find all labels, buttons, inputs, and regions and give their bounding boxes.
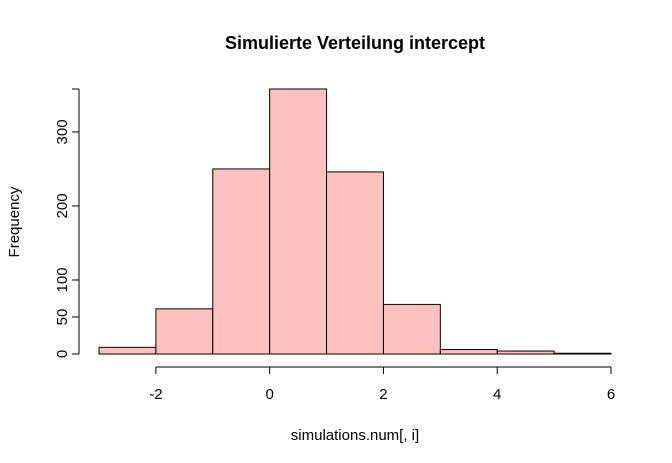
y-tick-label: 100 [54,267,71,292]
histogram-bar [326,171,384,355]
x-axis: -2 0 2 4 6 [149,366,615,403]
histogram-bar [269,88,328,355]
x-tick-label: 6 [607,386,615,403]
histogram-bar [382,303,441,355]
histogram-bar [496,350,555,355]
y-axis: 0 50 100 200 300 [54,88,80,358]
x-tick-label: -2 [149,386,162,403]
x-tick-label: 2 [379,386,387,403]
histogram-bar [553,352,612,355]
x-tick-label: 0 [265,386,273,403]
y-tick-label: 300 [54,119,71,144]
histogram-bar [212,168,271,355]
y-tick-label: 200 [54,193,71,218]
bars-group [98,88,612,355]
chart-title: Simulierte Verteilung intercept [225,33,485,53]
histogram-bar [439,349,498,355]
x-tick-label: 4 [493,386,501,403]
y-tick-label: 0 [54,350,71,358]
y-tick-label: 50 [54,309,71,326]
histogram-bar [98,346,157,355]
y-axis-label: Frequency [6,186,23,257]
histogram-bar [155,308,214,355]
x-axis-label: simulations.num[, i] [291,427,419,444]
